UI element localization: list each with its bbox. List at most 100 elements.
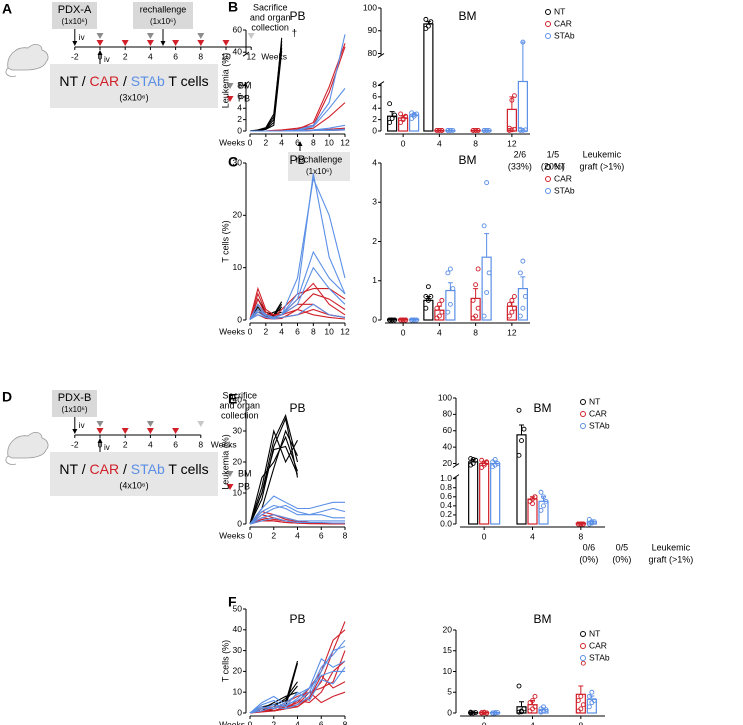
data-point (522, 127, 528, 133)
y-tick-label: 1 (372, 275, 377, 285)
week-label: 6 (173, 439, 178, 449)
legend-marker (545, 188, 551, 194)
data-point (445, 127, 451, 133)
legend-label: STAb (589, 652, 610, 662)
legend-marker (545, 21, 551, 27)
x-tick-label: 0 (248, 530, 253, 540)
data-point (447, 301, 453, 307)
y-tick-label: 20 (233, 456, 243, 466)
data-line (249, 670, 345, 714)
data-point (521, 426, 527, 432)
y-tick-label: 20 (443, 624, 453, 634)
axis-break (242, 51, 250, 57)
annotation: graft (>1%) (648, 554, 693, 564)
data-point (423, 294, 429, 299)
bar (490, 462, 501, 525)
y-tick-label: 40 (233, 46, 243, 56)
data-point (425, 297, 431, 303)
data-point (506, 125, 512, 131)
y-tick-label: 30 (233, 425, 243, 435)
data-point (470, 710, 476, 716)
week-label: -2 (71, 439, 79, 449)
data-point (481, 313, 487, 319)
data-point (403, 317, 409, 323)
y-tick-label: 1.0 (440, 473, 452, 483)
y-tick-label: 90 (368, 25, 378, 35)
data-point (506, 127, 512, 133)
y-tick-label: 20 (443, 458, 453, 468)
y-tick-label: 4 (372, 157, 377, 167)
data-point (428, 19, 434, 25)
data-point (543, 498, 549, 504)
data-point (519, 709, 524, 715)
pdx-name: PDX-B (58, 392, 92, 404)
data-point (495, 710, 501, 716)
legend-label: NT (589, 628, 600, 638)
data-point (475, 305, 481, 311)
annotation: graft (>1%) (579, 161, 624, 171)
panel-label: E (228, 391, 237, 407)
rechallenge-label: rechallenge (140, 4, 187, 14)
axis-break (452, 474, 460, 480)
data-point (436, 313, 442, 319)
chart-title: BM (534, 401, 552, 415)
data-point (575, 698, 581, 703)
pdx-name: PDX-A (58, 4, 92, 16)
treatment-part: CAR (90, 461, 120, 477)
annotation: 0/5 (616, 542, 629, 552)
timepoint-marker (222, 40, 230, 46)
data-point (511, 305, 517, 311)
treatment-dose: (3x10⁶) (119, 92, 148, 102)
iv-label: iv (104, 55, 110, 64)
data-point (398, 120, 404, 125)
legend-marker (545, 9, 551, 15)
axis-break (377, 53, 385, 58)
treatment-part: / (123, 461, 127, 477)
data-point (486, 127, 492, 133)
data-point (486, 270, 492, 276)
treatment-label: NT / CAR / STAb T cells (59, 461, 208, 477)
y-tick-label: 40 (443, 441, 453, 451)
annotation: † (292, 29, 298, 40)
data-point (481, 127, 487, 133)
data-point (519, 438, 524, 444)
data-point (481, 709, 487, 715)
data-point (434, 305, 440, 311)
data-point (423, 26, 429, 31)
data-point (479, 465, 485, 470)
data-point (580, 660, 586, 666)
axis-break (242, 81, 250, 86)
error-bar (519, 424, 524, 435)
error-bar (509, 96, 515, 110)
data-point (389, 317, 395, 323)
data-point (439, 297, 445, 303)
data-point (475, 266, 481, 272)
bar (575, 522, 586, 525)
x-tick-label: 8 (343, 530, 348, 540)
data-line (249, 504, 346, 525)
data-point (511, 126, 517, 132)
data-line (249, 288, 346, 320)
chart-title: BM (459, 153, 477, 167)
data-point (589, 519, 595, 525)
y-tick-label: 8 (237, 80, 242, 90)
error-bar (519, 701, 524, 707)
data-point (436, 301, 442, 307)
x-tick-label: 6 (295, 137, 300, 147)
y-tick-label: 10 (233, 262, 243, 272)
annotation: (0%) (612, 554, 631, 564)
x-tick-label: 4 (530, 720, 535, 725)
y-tick-label: 6 (372, 91, 377, 101)
x-tick-label: 12 (507, 138, 517, 148)
error-bar (389, 111, 395, 117)
data-point (484, 127, 490, 133)
legend-label: PB (238, 481, 250, 491)
mouse-body (7, 432, 49, 459)
week-label: 12 (246, 51, 256, 61)
chart-title: BM (534, 612, 552, 626)
data-point (389, 116, 395, 121)
callout-label: (1x10⁶) (306, 167, 332, 176)
week-label: 2 (123, 439, 128, 449)
timepoint-marker (121, 40, 129, 46)
x-tick-label: 0 (482, 720, 487, 725)
